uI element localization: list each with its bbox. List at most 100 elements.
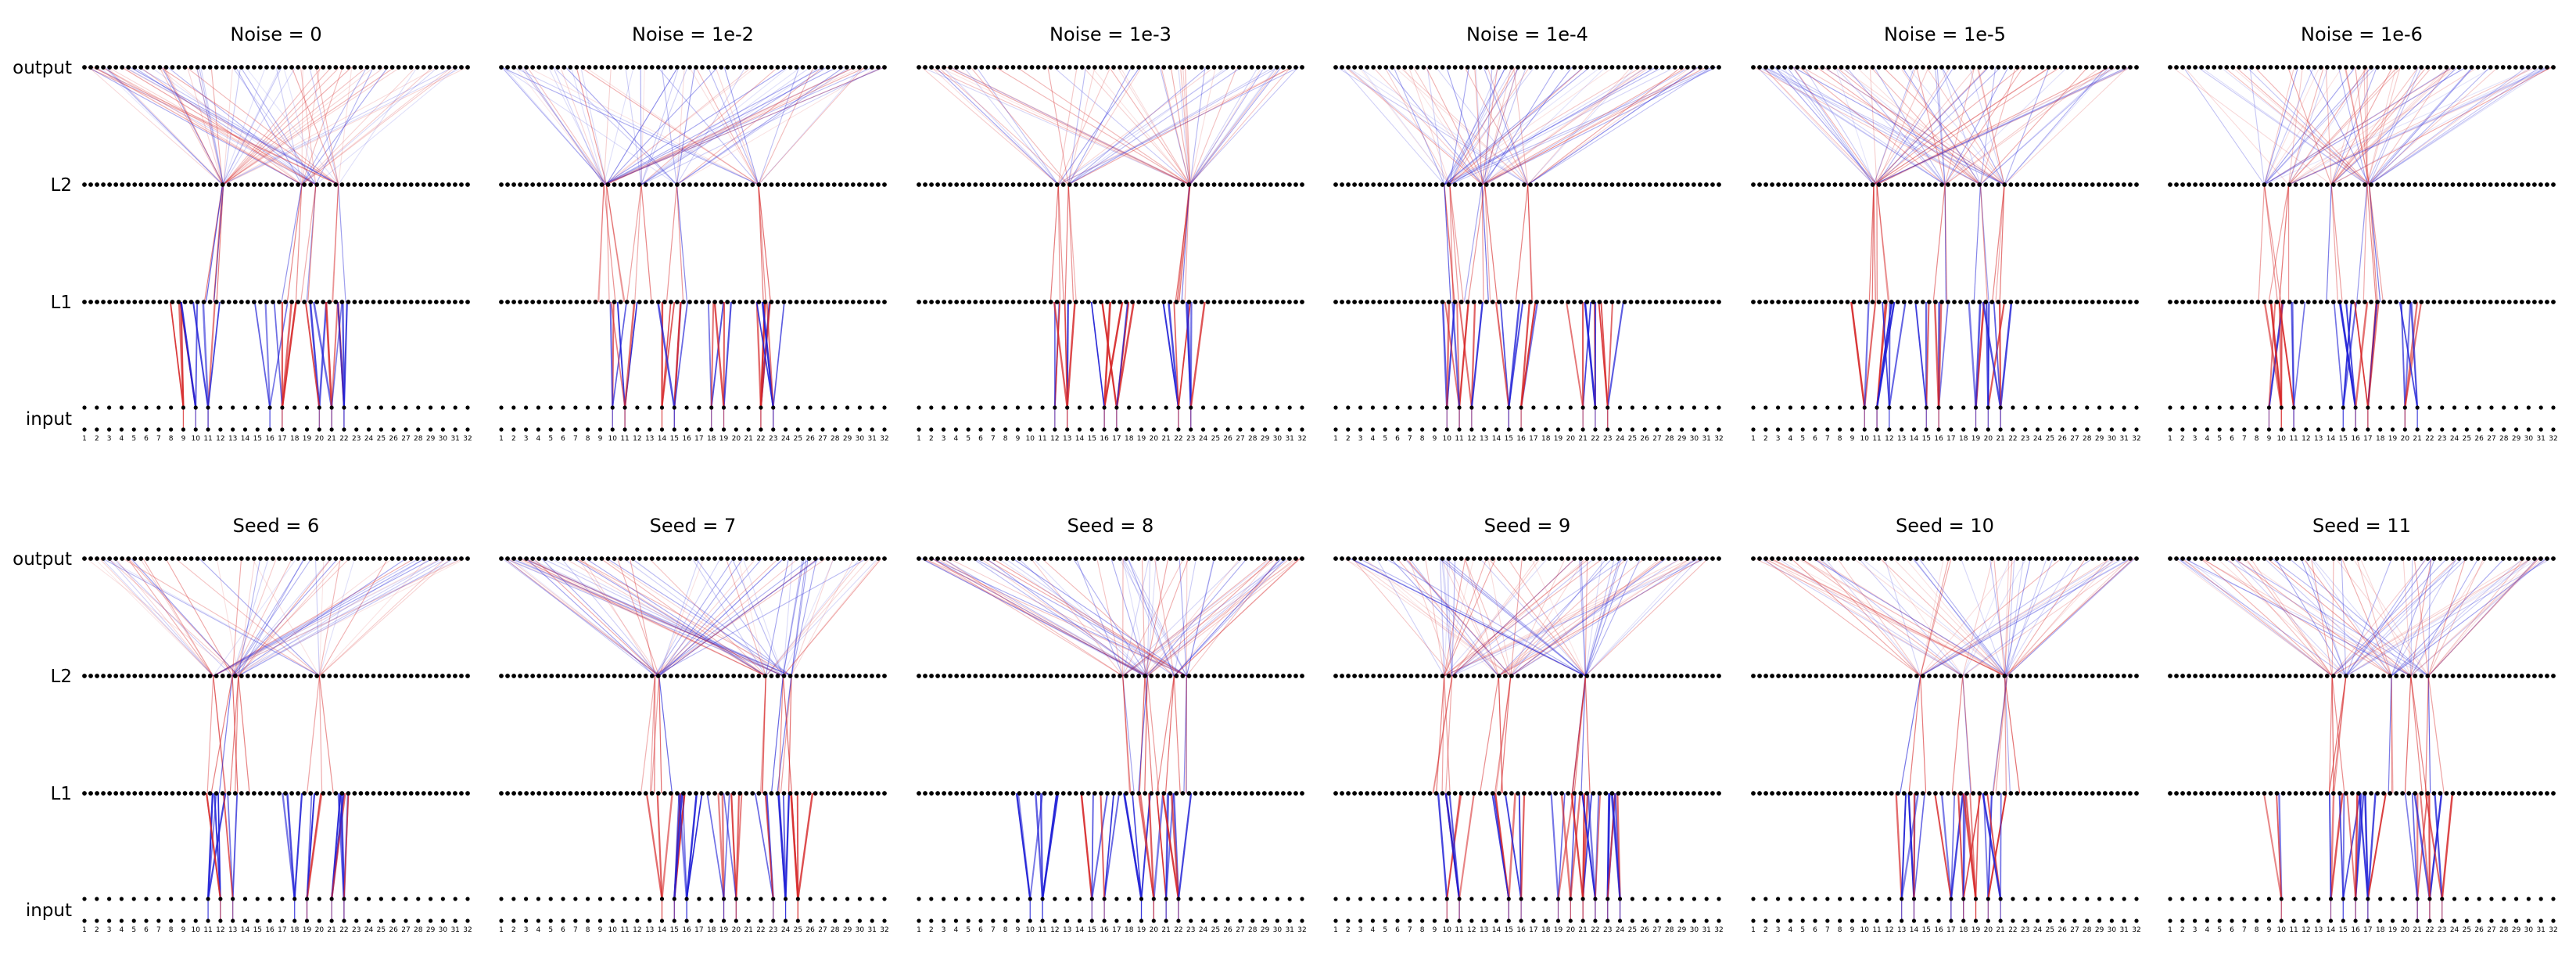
node-l1 <box>2128 300 2133 304</box>
node-input-lower <box>734 427 738 432</box>
connection-l2-output <box>175 558 320 677</box>
node-l1 <box>1073 791 1078 796</box>
node-input-upper <box>1776 405 1781 410</box>
connection-l2-output <box>1067 67 1274 185</box>
node-l1 <box>2463 300 2468 304</box>
node-l2 <box>1224 182 1229 187</box>
node-output <box>296 65 301 70</box>
node-input-lower <box>2205 427 2210 432</box>
node-output <box>1876 556 1882 561</box>
node-l1 <box>948 300 953 304</box>
node-l2 <box>2488 182 2493 187</box>
node-l1 <box>1559 791 1565 796</box>
node-l1 <box>706 300 711 304</box>
connection-l1-l2 <box>281 184 303 303</box>
node-l1 <box>151 791 156 796</box>
node-l2 <box>530 182 536 187</box>
connection-input-l1 <box>2329 793 2332 900</box>
node-l2 <box>138 674 144 678</box>
node-l1 <box>163 300 169 304</box>
input-tick-label: 31 <box>450 926 459 934</box>
connection-l2-output <box>1498 558 1627 677</box>
node-l2 <box>1136 182 1142 187</box>
connection-l2-output <box>657 67 759 185</box>
connection-input-l1 <box>1508 301 1521 408</box>
node-l1 <box>364 791 370 796</box>
connection-l2-output <box>782 558 880 677</box>
node-l2 <box>505 182 510 187</box>
node-l1 <box>1496 300 1501 304</box>
connection-l2-output <box>1531 558 1587 677</box>
connection-l2-output <box>1405 558 1512 677</box>
node-input-lower <box>2011 427 2015 432</box>
node-l2 <box>1130 674 1136 678</box>
node-input-lower <box>795 427 800 432</box>
connection-l2-output <box>275 67 303 185</box>
node-input-lower <box>573 918 578 923</box>
node-l1 <box>188 300 194 304</box>
node-l1 <box>2356 300 2361 304</box>
input-tick-label: 22 <box>1174 435 1182 443</box>
input-tick-label: 11 <box>1455 926 1463 934</box>
node-output <box>998 65 1003 70</box>
node-l1 <box>264 300 269 304</box>
node-input-lower <box>1300 918 1304 923</box>
node-output <box>2337 556 2342 561</box>
node-l1 <box>1698 791 1702 796</box>
node-l2 <box>1218 674 1223 678</box>
node-l2 <box>1684 674 1690 678</box>
connection-l2-output <box>1352 558 1453 677</box>
node-input-lower <box>1655 918 1659 923</box>
node-output <box>574 65 579 70</box>
node-l1 <box>2077 791 2083 796</box>
node-output <box>333 556 339 561</box>
node-l2 <box>2096 182 2101 187</box>
connection-l2-output <box>580 67 607 185</box>
connection-input-l1 <box>1550 793 1559 900</box>
node-l1 <box>220 791 225 796</box>
node-output <box>2463 556 2468 561</box>
connection-l2-output <box>580 67 759 185</box>
node-l2 <box>2330 674 2336 678</box>
node-l2 <box>2287 182 2292 187</box>
node-l1 <box>2027 791 2032 796</box>
connection-l2-output <box>922 558 1148 677</box>
connection-l2-output <box>605 67 679 185</box>
node-input-upper <box>1692 897 1696 901</box>
node-l1 <box>649 791 655 796</box>
node-output <box>195 65 200 70</box>
node-l2 <box>1199 182 1204 187</box>
node-l1 <box>1659 300 1665 304</box>
connection-input-l1 <box>1015 793 1031 900</box>
node-l2 <box>2237 182 2242 187</box>
connection-l2-output <box>1527 67 1698 185</box>
node-output <box>1293 65 1298 70</box>
node-output <box>756 65 762 70</box>
node-output <box>2205 556 2211 561</box>
connection-input-l1 <box>2338 301 2356 408</box>
node-output <box>630 556 636 561</box>
connection-input-l1 <box>710 301 725 408</box>
node-l1 <box>2274 300 2280 304</box>
node-output <box>605 65 611 70</box>
node-output <box>1964 65 1970 70</box>
node-input-upper <box>1519 405 1523 410</box>
node-output <box>1634 556 1640 561</box>
node-l1 <box>2058 791 2064 796</box>
node-l2 <box>1340 674 1344 678</box>
node-output <box>2243 65 2248 70</box>
input-tick-label: 21 <box>327 926 335 934</box>
input-tick-label: 12 <box>1467 926 1476 934</box>
node-output <box>2312 65 2317 70</box>
node-l2 <box>1597 674 1602 678</box>
node-l1 <box>1274 300 1279 304</box>
connection-l2-output <box>1464 558 1512 677</box>
node-input-lower <box>292 918 297 923</box>
node-output <box>1236 65 1242 70</box>
node-l2 <box>1060 674 1066 678</box>
input-tick-label: 18 <box>1959 926 1968 934</box>
input-tick-label: 24 <box>364 435 374 443</box>
node-input-lower <box>1114 427 1119 432</box>
node-input-upper <box>1040 897 1045 901</box>
input-tick-label: 20 <box>1566 435 1576 443</box>
